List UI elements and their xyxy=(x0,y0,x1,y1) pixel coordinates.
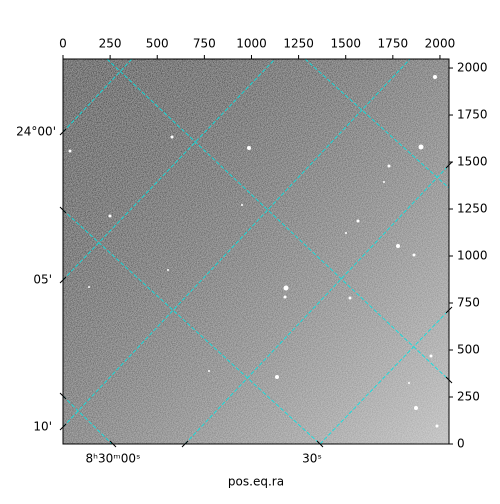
y-tick-label: 1750 xyxy=(457,108,488,122)
x-tick-label: 500 xyxy=(146,37,169,51)
x-tick-label: 0 xyxy=(59,37,67,51)
sky-image xyxy=(63,59,449,444)
dec-tick-label: 05' xyxy=(33,273,52,287)
x-tick-label: 1250 xyxy=(283,37,314,51)
x-tick-label: 1750 xyxy=(378,37,409,51)
y-tick-label: 1500 xyxy=(457,155,488,169)
y-tick-label: 500 xyxy=(457,343,480,357)
dec-tick-label: 24°00' xyxy=(16,125,56,139)
y-tick-label: 0 xyxy=(457,437,465,451)
y-tick-label: 250 xyxy=(457,390,480,404)
dec-tick-label: 10' xyxy=(33,420,52,434)
x-tick-label: 250 xyxy=(99,37,122,51)
ra-tick-label: 30ˢ xyxy=(302,452,322,466)
ra-tick-label: 8ʰ30ᵐ00ˢ xyxy=(86,452,141,466)
y-tick-label: 2000 xyxy=(457,61,488,75)
x-tick-label: 1500 xyxy=(330,37,361,51)
wcs-ticks xyxy=(59,128,453,448)
axes-frame xyxy=(62,58,450,445)
x-tick-label: 2000 xyxy=(425,37,456,51)
coordinate-grid xyxy=(63,59,449,444)
x-tick-label: 1000 xyxy=(236,37,267,51)
y-tick-label: 1000 xyxy=(457,249,488,263)
x-tick-label: 750 xyxy=(193,37,216,51)
y-tick-label: 750 xyxy=(457,296,480,310)
x-axis-label: pos.eq.ra xyxy=(228,475,284,489)
y-tick-label: 1250 xyxy=(457,202,488,216)
